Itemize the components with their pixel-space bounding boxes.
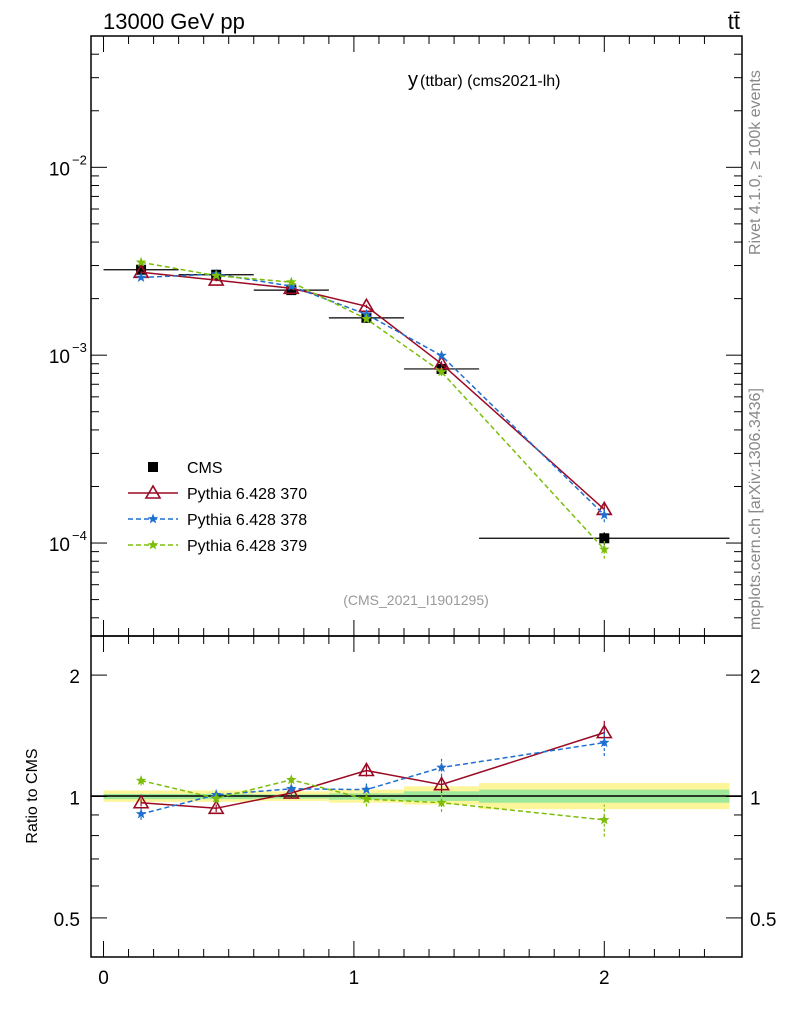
ratio-series	[132, 720, 613, 837]
legend-entry: CMS	[148, 460, 223, 477]
series-pythia-6-428-370	[132, 263, 613, 516]
legend-marker	[144, 484, 162, 499]
legend-entry: Pythia 6.428 370	[128, 484, 307, 503]
ratio-point	[361, 784, 372, 795]
mc-point	[599, 543, 610, 554]
main-panel: y (ttbar) (cms2021-lh) (CMS_2021_I190129…	[49, 35, 743, 637]
main-axis-ticks: 10−210−310−4	[49, 35, 742, 636]
ratio-point	[135, 808, 147, 819]
ratio-ytick-label-left: 1	[69, 789, 80, 810]
mc-point	[211, 270, 222, 281]
main-ytick-label: 10	[49, 159, 70, 180]
ratio-xtick-label: 1	[349, 968, 360, 989]
legend-label: Pythia 6.428 370	[187, 486, 307, 503]
ratio-ytick-label-right: 2	[750, 667, 761, 688]
ratio-point	[361, 793, 372, 804]
ratio-point	[286, 774, 297, 785]
legend-label: CMS	[187, 460, 223, 477]
mc-point	[135, 272, 147, 282]
main-ytick-exponent: −3	[72, 340, 87, 355]
cms-data-point	[599, 533, 610, 544]
cms-data-point	[136, 264, 147, 275]
mc-point	[436, 366, 447, 377]
ratio-panel: 0.5 0.5 1 1 2 2 0 1 2 Ratio to CMS	[24, 635, 776, 989]
main-ytick-label: 10	[49, 347, 70, 368]
ratio-point	[599, 814, 610, 825]
main-ytick-exponent: −4	[72, 528, 87, 543]
main-ytick-exponent: −2	[72, 152, 87, 167]
ratio-ylabel: Ratio to CMS	[24, 748, 41, 843]
mc-point	[286, 276, 297, 287]
legend-marker	[147, 513, 159, 524]
ratio-point	[211, 792, 222, 803]
ratio-line	[141, 731, 605, 810]
legend-marker	[148, 462, 158, 472]
legend-entry: Pythia 6.428 378	[128, 512, 307, 529]
series-pythia-6-428-379	[135, 256, 610, 559]
ratio-point	[132, 794, 150, 809]
legend: CMS Pythia 6.428 370 Pythia 6.428 378 Pythi…	[128, 460, 307, 555]
ratio-xtick-label: 0	[98, 968, 109, 989]
legend-label: Pythia 6.428 378	[187, 512, 307, 529]
series-pythia-6-428-378	[135, 268, 610, 523]
main-title-sub: (ttbar) (cms2021-lh)	[420, 73, 560, 90]
ratio-point	[207, 799, 225, 815]
ratio-axis-ticks: 0.5 0.5 1 1 2 2 0 1 2	[54, 636, 776, 989]
mc-point	[135, 256, 147, 267]
main-ytick-label: 10	[49, 535, 70, 556]
ratio-point	[282, 784, 300, 799]
main-title-var: y	[408, 69, 418, 91]
ratio-ytick-label-left: 2	[69, 667, 80, 688]
ratio-ytick-label-right: 1	[750, 789, 761, 810]
energy-label: 13000 GeV pp	[103, 9, 245, 34]
mc-point	[207, 271, 225, 286]
ratio-line	[140, 779, 605, 821]
mc-line	[141, 271, 605, 510]
main-series	[103, 256, 730, 559]
legend-marker	[147, 539, 159, 550]
ratio-point	[599, 737, 610, 748]
ratio-point	[436, 762, 447, 772]
mc-line	[141, 273, 605, 516]
mc-point	[361, 313, 372, 324]
analysis-watermark: (CMS_2021_I1901295)	[343, 592, 489, 608]
ratio-series-pythia-6-428-379	[135, 774, 610, 837]
ratio-frame	[90, 635, 743, 958]
ratio-ytick-label-right: 0.5	[750, 910, 776, 931]
ratio-ytick-label-left: 0.5	[54, 910, 80, 931]
ratio-point	[286, 783, 297, 794]
process-label: tt̄	[728, 9, 740, 34]
legend-label: Pythia 6.428 379	[187, 538, 307, 555]
ratio-point	[433, 776, 450, 791]
source-info: mcplots.cern.ch [arXiv:1306.3436]	[747, 388, 764, 630]
mc-line	[140, 261, 605, 550]
mc-point	[286, 280, 297, 291]
mc-point	[599, 509, 610, 520]
ratio-point	[436, 797, 447, 808]
ratio-point	[135, 775, 147, 786]
ratio-line	[140, 741, 605, 815]
ratio-xtick-label: 2	[599, 968, 610, 989]
legend-entry: Pythia 6.428 379	[128, 538, 307, 555]
ratio-series-pythia-6-428-370	[132, 720, 613, 815]
rivet-info: Rivet 4.1.0, ≥ 100k events	[747, 70, 764, 255]
ratio-point	[358, 761, 375, 777]
cms-data-point	[286, 285, 297, 296]
mc-point	[436, 350, 447, 360]
